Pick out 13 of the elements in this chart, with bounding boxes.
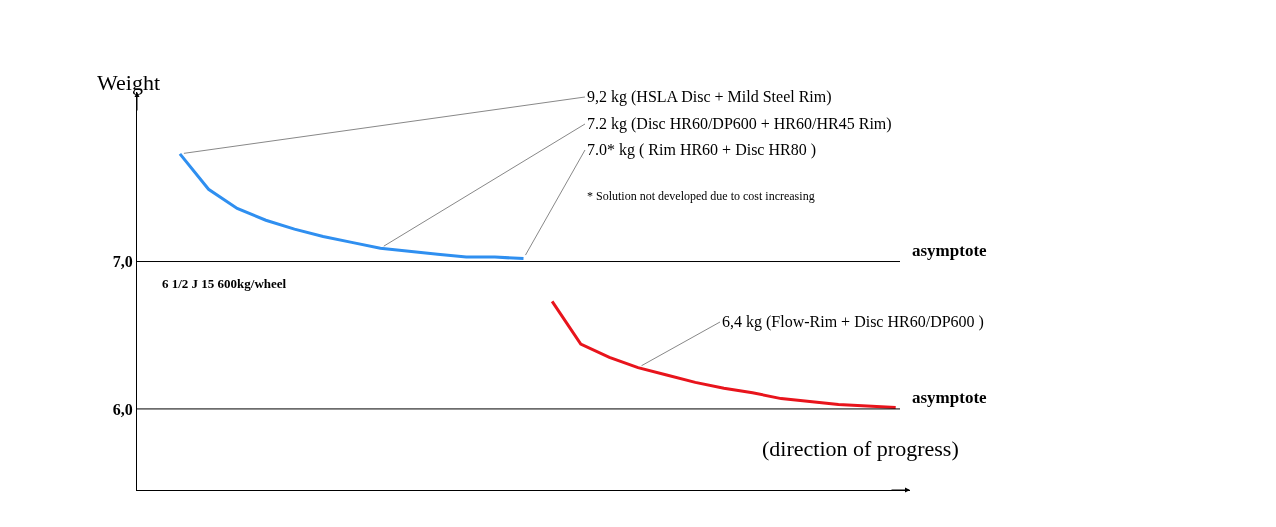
annotation: 7.0* kg ( Rim HR60 + Disc HR80 ) — [587, 141, 817, 159]
annotation: 9,2 kg (HSLA Disc + Mild Steel Rim) — [587, 88, 832, 106]
line-series — [178, 152, 525, 261]
x-axis-title: (direction of progress) — [762, 436, 959, 461]
annotation: * Solution not developed due to cost increasing — [587, 189, 815, 203]
ref-line-label: asymptote — [912, 388, 988, 407]
y-tick-label: 6,0 — [112, 400, 133, 418]
annotation: 6 1/2 J 15 600kg/wheel — [162, 276, 287, 291]
y-axis-title: Weight — [97, 70, 160, 95]
y-tick-label: 7,0 — [112, 253, 133, 271]
ref-line-label: asymptote — [912, 241, 988, 260]
annotation: 6,4 kg (Flow-Rim + Disc HR60/DP600 ) — [722, 313, 984, 331]
annotation: 7.2 kg (Disc HR60/DP600 + HR60/HR45 Rim) — [587, 115, 892, 133]
